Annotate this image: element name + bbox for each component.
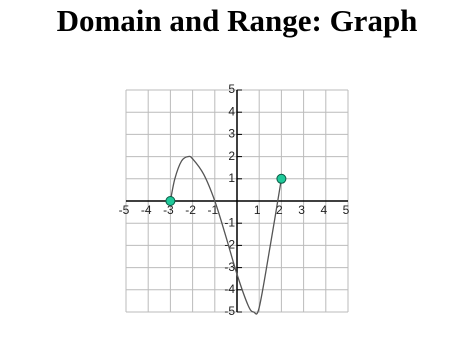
y-tick-label: 4	[228, 104, 235, 118]
endpoint	[276, 173, 287, 184]
curve	[169, 155, 283, 315]
x-tick-label: -1	[207, 203, 218, 217]
y-tick-label: 2	[228, 149, 235, 163]
endpoint	[165, 196, 176, 206]
y-tick-label: -5	[224, 304, 235, 318]
chart-title: Domain and Range: Graph	[57, 3, 418, 38]
y-tick-label: 5	[228, 82, 235, 96]
x-tick-label: 4	[320, 203, 327, 217]
y-tick-label: -4	[224, 282, 235, 296]
x-tick-label: -3	[163, 203, 174, 217]
y-tick-label: 1	[228, 171, 235, 185]
x-tick-label: -5	[119, 203, 130, 217]
y-tick-label: -2	[224, 238, 235, 252]
y-tick-label: -1	[224, 215, 235, 229]
y-tick-label: -3	[224, 260, 235, 274]
y-tick-label: 3	[228, 127, 235, 141]
x-tick-label: 3	[298, 203, 305, 217]
x-tick-label: 1	[254, 203, 261, 217]
x-tick-label: -2	[185, 203, 196, 217]
x-tick-label: 2	[276, 203, 283, 217]
x-tick-label: -4	[141, 203, 152, 217]
x-tick-label: 5	[343, 203, 350, 217]
